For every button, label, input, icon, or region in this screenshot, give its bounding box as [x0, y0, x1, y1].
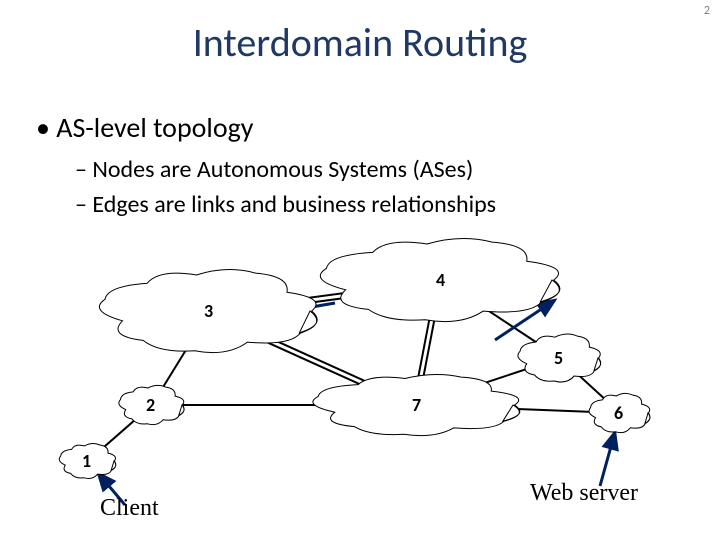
- as-node-label-7: 7: [412, 394, 421, 416]
- edge: [210, 280, 442, 311]
- as-node-label-1: 1: [82, 450, 91, 472]
- edge: [418, 405, 620, 413]
- pointer-arrow-1: [600, 432, 615, 486]
- edge: [210, 311, 418, 405]
- topology-diagram: [0, 0, 720, 540]
- as-node-label-2: 2: [146, 394, 155, 416]
- edge: [208, 316, 416, 410]
- bullet-level2-a: Nodes are Autonomous Systems (ASes): [75, 155, 473, 184]
- client-label: Client: [100, 495, 159, 522]
- as-node-label-6: 6: [614, 402, 623, 424]
- edge: [152, 311, 210, 405]
- edge: [88, 405, 152, 461]
- pointer-arrow-3: [495, 300, 555, 340]
- edge: [211, 285, 443, 316]
- as-node-label-4: 4: [436, 269, 445, 291]
- as-node-label-3: 3: [204, 300, 213, 322]
- bullet-level2-b: Edges are links and business relationshi…: [75, 190, 496, 219]
- as-node-label-5: 5: [554, 347, 563, 369]
- edge: [418, 280, 442, 405]
- edge: [418, 358, 560, 405]
- edge: [560, 358, 620, 413]
- bullet-level1: AS-level topology: [36, 110, 253, 145]
- webserver-label: Web server: [530, 480, 638, 507]
- slide-title: Interdomain Routing: [0, 18, 720, 67]
- pointer-arrow-2: [265, 303, 335, 315]
- page-number: 2: [704, 4, 710, 18]
- edge: [413, 279, 437, 404]
- edge: [442, 280, 560, 358]
